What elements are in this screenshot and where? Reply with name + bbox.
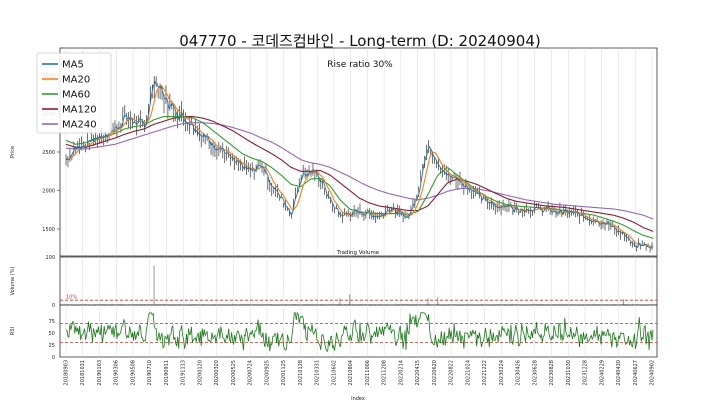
x-tick-label: 20220620 (432, 360, 438, 385)
chart-title: 047770 - 코데즈컴바인 - Long-term (D: 20240904… (179, 32, 541, 50)
volume-threshold-label: 10% (66, 295, 77, 301)
legend-label-ma240: MA240 (62, 120, 97, 131)
x-tick-label: 20240902 (650, 360, 656, 385)
volume-panel-label: Trading Volume (336, 250, 380, 256)
x-tick-label: 20210804 (348, 360, 354, 385)
x-tick-label: 20181031 (80, 360, 86, 385)
volume-y-tick-label: 0 (52, 303, 55, 309)
x-tick-label: 20201125 (281, 360, 287, 385)
rsi-line (65, 311, 654, 352)
price-y-tick-label: 2000 (42, 189, 55, 195)
volume-vertical-grid (65, 257, 653, 305)
price-panel: 15002000250030003500 Price Rise ratio 30… (10, 47, 658, 257)
x-tick-label: 20191113 (181, 360, 187, 385)
rsi-panel: RSI 0 25 50 75 (10, 304, 658, 361)
rsi-y-tick-label: 75 (49, 319, 55, 325)
x-tick-label: 20200925 (264, 360, 270, 385)
legend-label-ma60: MA60 (62, 90, 90, 101)
x-tick-label: 20220822 (449, 360, 455, 385)
series-line-ma120 (65, 116, 654, 232)
x-tick-label: 20211006 (365, 360, 371, 385)
legend-label-ma5: MA5 (62, 60, 84, 71)
x-tick-label: 20210331 (315, 360, 321, 385)
x-tick-label: 20200320 (214, 360, 220, 385)
volume-y-tick-label: 100 (45, 255, 55, 261)
x-tick-label: 20190103 (97, 360, 103, 385)
legend-label-ma120: MA120 (62, 105, 97, 116)
x-tick-label: 20240229 (599, 360, 605, 385)
x-tick-label: 20210128 (298, 360, 304, 385)
rsi-ylabel: RSI (10, 327, 16, 335)
series-line-ma60 (65, 116, 654, 239)
series-line-ma240 (65, 122, 654, 220)
x-tick-label: 20211208 (382, 360, 388, 385)
x-tick-label: 20220415 (415, 360, 421, 385)
x-tick-label: 20230224 (499, 360, 505, 385)
rsi-panel-frame (59, 304, 658, 358)
x-tick-label: 20210602 (331, 360, 337, 385)
series-line-ma20 (65, 85, 653, 247)
x-tick-label: 20221024 (465, 360, 471, 385)
x-tick-label: 20230628 (532, 360, 538, 385)
x-tick-label: 20231228 (583, 360, 589, 385)
rsi-y-tick-label: 25 (49, 343, 55, 349)
x-tick-label: 20230426 (516, 360, 522, 385)
price-y-tick-label: 1500 (42, 227, 55, 233)
volume-ylabel: Volume (%) (10, 267, 16, 296)
price-series (65, 75, 654, 253)
x-tick-label: 20200120 (197, 360, 203, 385)
x-tick-label: 20200525 (231, 360, 237, 385)
x-tick-label: 20221222 (482, 360, 488, 385)
x-tick-label: 20180903 (64, 360, 70, 385)
x-tick-label: 20240627 (633, 360, 639, 385)
x-tick-label: 20190306 (114, 360, 120, 385)
series-line-ma5 (65, 80, 654, 249)
x-tick-label: 20240430 (616, 360, 622, 385)
x-tick-label: 20230828 (549, 360, 555, 385)
x-tick-label: 20231030 (566, 360, 572, 385)
rsi-yticks: 0 25 50 75 (49, 319, 55, 361)
legend: MA5 MA20 MA60 MA120 MA240 (36, 52, 112, 134)
price-vertical-grid (65, 48, 653, 256)
x-tick-label: 20220214 (398, 360, 404, 385)
volume-yticks: 0 100 (45, 255, 55, 309)
price-y-tick-label: 2500 (42, 150, 55, 156)
rsi-y-tick-label: 0 (52, 355, 55, 361)
x-tick-label: 20200724 (248, 360, 254, 385)
x-tick-label: 20190508 (130, 360, 136, 385)
price-ylabel: Price (10, 146, 16, 158)
x-axis-label: Index (351, 396, 365, 402)
volume-panel: Trading Volume Volume (%) 0 100 10% (10, 250, 658, 309)
rise-ratio-annotation: Rise ratio 30% (327, 60, 393, 70)
volume-bars (65, 265, 653, 305)
x-tick-label: 20190710 (147, 360, 153, 385)
rsi-y-tick-label: 50 (49, 331, 55, 337)
x-axis-ticks: 20180903 20181031 20190103 20190306 20190508… (64, 360, 656, 385)
legend-box (36, 52, 112, 134)
x-tick-label: 20190911 (164, 360, 170, 385)
legend-label-ma20: MA20 (62, 75, 90, 86)
